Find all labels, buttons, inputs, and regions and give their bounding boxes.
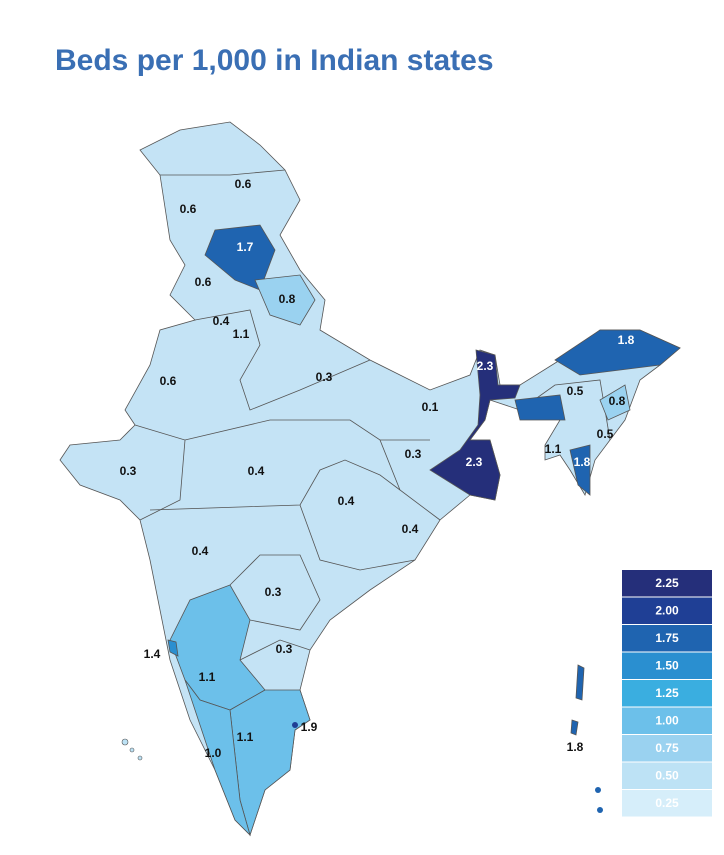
island [129,747,135,753]
legend: 2.25 2.00 1.75 1.50 1.25 1.00 0.75 0.50 0.25 [622,570,712,817]
region-labels: 0.60.61.70.60.80.41.10.6 0.32.31.80.50.80… [120,177,635,760]
region-value: 0.3 [316,370,333,384]
region-value: 1.8 [574,455,591,469]
legend-label: 1.25 [655,686,679,700]
state-borders [239,639,311,661]
legend-swatch [622,570,712,597]
region-value: 1.4 [144,647,161,661]
region-value: 0.3 [276,642,293,656]
state-shape [569,444,591,496]
region-value: 0.6 [235,177,252,191]
state-shape [514,394,566,421]
island [570,719,579,736]
island [137,755,143,761]
region-value: 0.8 [609,394,626,408]
region-value: 0.3 [265,585,282,599]
region-value: 0.3 [405,447,422,461]
legend-swatch [622,762,712,789]
map-shapes [59,121,681,837]
region-value: 0.1 [422,400,439,414]
state-shape [554,329,681,376]
region-value: 1.7 [237,240,254,254]
legend-swatch [622,652,712,679]
legend-swatch [622,625,712,652]
state-shape [184,679,251,837]
legend-label: 0.50 [655,768,679,782]
region-value: 0.5 [597,427,614,441]
region-value: 1.9 [301,720,318,734]
region-value: 2.3 [466,455,483,469]
region-value: 0.4 [213,314,230,328]
state-shape [429,349,521,501]
region-value: 0.8 [279,292,296,306]
state-borders [160,169,286,176]
region-value: 0.6 [195,275,212,289]
region-value: 0.6 [160,374,177,388]
region-value: 0.4 [248,464,265,478]
legend-label: 1.00 [655,713,679,727]
state-shape [254,274,316,326]
island [575,664,585,701]
state-shape [167,639,179,657]
legend-swatch [622,597,712,624]
island [597,807,603,813]
region-value: 1.1 [237,730,254,744]
region-value: 0.3 [120,464,137,478]
state-borders [184,419,430,441]
island [595,787,601,793]
legend-label: 0.75 [655,741,679,755]
region-value: 1.8 [567,740,584,754]
island [121,738,129,746]
state-borders [229,554,321,631]
legend-swatch [622,707,712,734]
legend-swatch [622,680,712,707]
region-value: 2.3 [477,359,494,373]
legend-label: 2.00 [655,603,679,617]
legend-label: 0.25 [655,796,679,810]
region-value: 0.4 [402,522,419,536]
region-value: 1.1 [199,670,216,684]
legend-swatch [622,790,712,817]
legend-swatch [622,735,712,762]
region-value: 1.1 [545,442,562,456]
state-borders [299,504,416,571]
region-value: 1.1 [233,327,250,341]
legend-label: 1.50 [655,658,679,672]
region-value: 0.6 [180,202,197,216]
region-value: 0.5 [567,384,584,398]
region-value: 1.8 [618,333,635,347]
state-borders [194,309,371,411]
region-value: 0.4 [338,494,355,508]
legend-label: 1.75 [655,631,679,645]
legend-label: 2.25 [655,576,679,590]
region-value: 0.4 [192,544,209,558]
state-borders [149,459,401,511]
state-shape [292,722,298,728]
map-title: Beds per 1,000 in Indian states [55,44,494,77]
state-shape [599,384,631,421]
region-value: 1.0 [205,746,222,760]
